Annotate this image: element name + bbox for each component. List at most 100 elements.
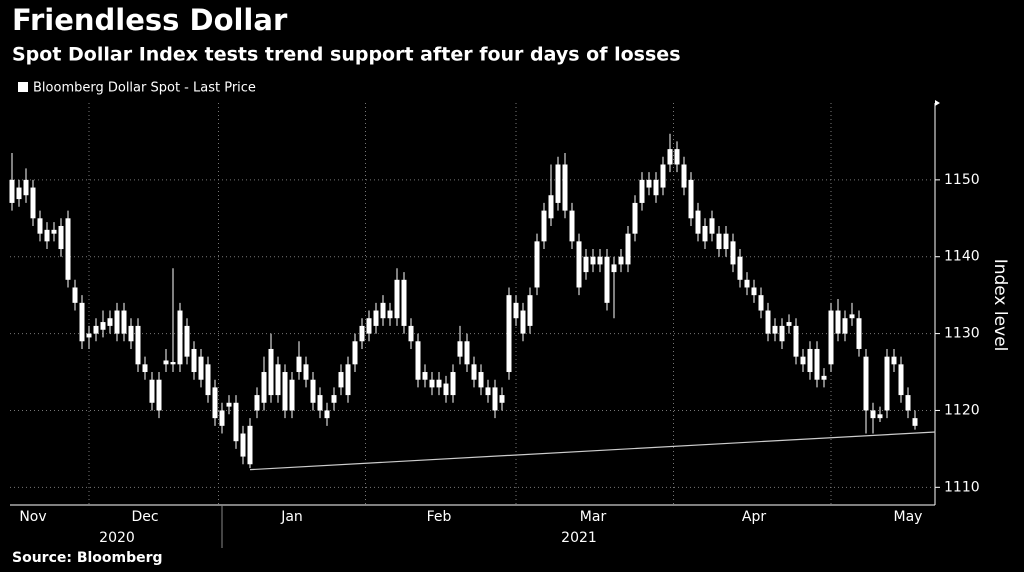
candle-body xyxy=(93,325,99,334)
candle-body xyxy=(191,348,197,373)
candle-body xyxy=(282,372,288,411)
candle-body xyxy=(534,241,540,288)
candle-body xyxy=(828,310,834,365)
candle-body xyxy=(254,395,260,411)
candle-body xyxy=(317,395,323,411)
x-year-label: 2020 xyxy=(99,530,135,546)
candle-body xyxy=(639,179,645,203)
candle-body xyxy=(261,372,267,403)
candle-body xyxy=(275,364,281,396)
candle-body xyxy=(702,225,708,242)
candle-body xyxy=(814,348,820,380)
candle-body xyxy=(177,310,183,365)
candle-body xyxy=(163,360,169,365)
candle-body xyxy=(429,379,435,388)
candle-body xyxy=(730,241,736,265)
candle-body xyxy=(58,225,64,250)
candle-body xyxy=(16,187,22,200)
candle-body xyxy=(9,179,15,203)
candle-body xyxy=(891,356,897,365)
candle-body xyxy=(772,325,778,334)
candle-body xyxy=(268,348,274,396)
x-tick-label: Mar xyxy=(580,509,607,525)
candle-body xyxy=(72,287,78,303)
candle-body xyxy=(170,362,176,365)
candle-body xyxy=(520,310,526,334)
x-tick-label: Apr xyxy=(742,509,766,525)
candle-body xyxy=(23,179,29,196)
candle-body xyxy=(611,264,617,273)
candle-body xyxy=(107,318,113,326)
source: Source: Bloomberg xyxy=(12,550,163,566)
candle-body xyxy=(646,179,652,188)
candle-body xyxy=(807,348,813,373)
candle-body xyxy=(387,310,393,319)
y-tick-label: 1110 xyxy=(944,479,980,495)
candle-body xyxy=(737,256,743,280)
candle-body xyxy=(842,318,848,334)
y-tick-label: 1150 xyxy=(944,172,980,188)
candle-body xyxy=(149,379,155,403)
candle-body xyxy=(464,341,470,365)
legend-label: Bloomberg Dollar Spot - Last Price xyxy=(33,81,256,96)
candle-body xyxy=(408,325,414,342)
chart-subtitle: Spot Dollar Index tests trend support af… xyxy=(12,44,681,66)
candle-body xyxy=(331,395,337,403)
candle-body xyxy=(65,218,71,280)
candle-body xyxy=(688,179,694,219)
candle-body xyxy=(765,310,771,334)
candle-body xyxy=(583,256,589,273)
candle-body xyxy=(849,314,855,319)
candle-body xyxy=(30,187,36,219)
candle-body xyxy=(681,164,687,188)
x-tick-label: Dec xyxy=(131,509,158,525)
candle-body xyxy=(884,356,890,411)
candle-body xyxy=(86,333,92,338)
candle-body xyxy=(324,410,330,419)
candle-body xyxy=(338,372,344,388)
candle-body xyxy=(198,356,204,380)
candle-body xyxy=(205,364,211,396)
candle-body xyxy=(835,310,841,334)
candle-body xyxy=(373,310,379,326)
candle-body xyxy=(674,149,680,165)
candle-body xyxy=(212,387,218,419)
candle-body xyxy=(863,356,869,411)
candle-body xyxy=(716,233,722,250)
candle-body xyxy=(310,379,316,403)
candle-body xyxy=(79,302,85,342)
candle-body xyxy=(576,241,582,288)
candle-body xyxy=(905,395,911,411)
candle-body xyxy=(912,418,918,426)
candle-body xyxy=(184,325,190,357)
candle-body xyxy=(555,164,561,203)
candle-body xyxy=(751,287,757,296)
candle-body xyxy=(443,383,449,396)
y-tick-label: 1120 xyxy=(944,402,980,418)
candle-body xyxy=(394,279,400,319)
x-tick-label: Nov xyxy=(19,509,46,525)
candle-body xyxy=(877,414,883,419)
candle-body xyxy=(415,341,421,380)
candle-body xyxy=(800,356,806,365)
candle-body xyxy=(100,322,106,330)
candle-body xyxy=(709,218,715,234)
trendline xyxy=(249,431,936,471)
candle-body xyxy=(499,395,505,403)
candle-body xyxy=(289,379,295,411)
candle-body xyxy=(618,256,624,265)
candle-body xyxy=(135,325,141,365)
x-tick-label: May xyxy=(894,509,923,525)
candle-body xyxy=(779,325,785,342)
candle-body xyxy=(44,229,50,242)
candle-body xyxy=(793,325,799,357)
candle-body xyxy=(359,325,365,342)
candle-body xyxy=(695,210,701,234)
candle-body xyxy=(401,279,407,326)
candle-body xyxy=(758,295,764,311)
candle-body xyxy=(786,322,792,326)
x-tick-label: Jan xyxy=(280,509,303,525)
candle-body xyxy=(380,302,386,319)
candle-body xyxy=(422,372,428,380)
